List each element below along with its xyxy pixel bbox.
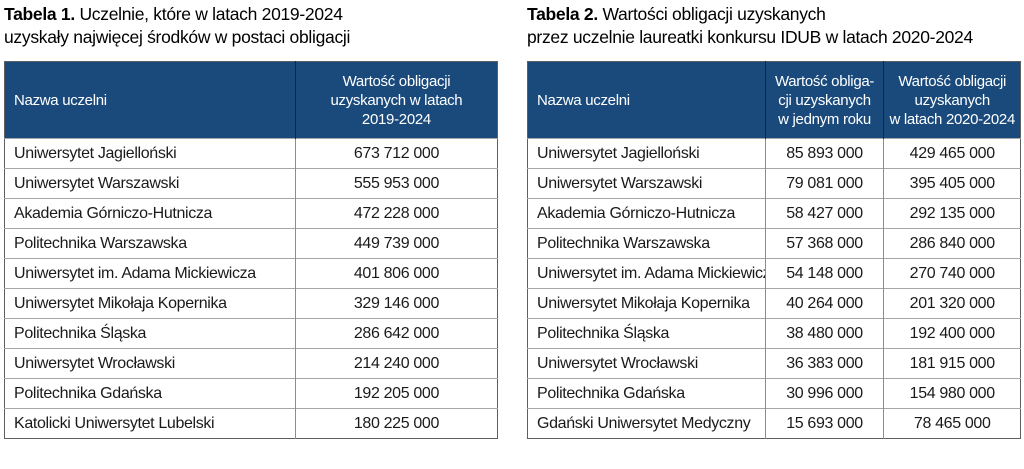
header-row: Nazwa uczelni Wartość obligacji uzyskanyc… [4,61,498,139]
value-cell: 58 427 000 [765,198,885,229]
table2-title-text: Wartości obligacji uzyskanych [602,4,826,24]
value-cell: 181 915 000 [883,348,1021,379]
table-row: Gdański Uniwersytet Medyczny 15 693 000 78… [527,408,1021,439]
value-cell: 15 693 000 [765,408,885,439]
column-header-value: Wartość obligacji uzyskanych w latach 20… [883,61,1021,139]
university-name-cell: Gdański Uniwersytet Medyczny [527,408,766,439]
value-cell: 78 465 000 [883,408,1021,439]
column-header-value: Wartość obliga- cji uzyskanych w jednym … [765,61,885,139]
university-name-cell: Uniwersytet Mikołaja Kopernika [527,288,766,319]
value-cell: 286 840 000 [883,228,1021,259]
table-row: Uniwersytet Mikołaja Kopernika 40 264 000… [527,288,1021,319]
table-row: Politechnika Gdańska 30 996 000 154 980 00… [527,378,1021,409]
table2-title: Tabela 2. Wartości obligacji uzyskanych … [527,3,1021,49]
value-cell: 154 980 000 [883,378,1021,409]
table1-title-label: Tabela 1. [4,4,75,24]
table-row: Uniwersytet Wrocławski 36 383 000 181 915 … [527,348,1021,379]
table2-title-line2: przez uczelnie laureatki konkursu IDUB w… [527,27,973,47]
table-row: Uniwersytet im. Adama Mickiewicza 401 806… [4,258,498,289]
table-row: Uniwersytet Warszawski 555 953 000 [4,168,498,199]
table1-title-line2: uzyskały najwięcej środków w postaci obl… [4,27,351,47]
university-name-cell: Politechnika Warszawska [527,228,766,259]
university-name-cell: Uniwersytet Warszawski [4,168,296,199]
table1-title: Tabela 1. Uczelnie, które w latach 2019-… [4,3,498,49]
value-cell: 180 225 000 [295,408,498,439]
university-name-cell: Politechnika Śląska [4,318,296,349]
value-cell: 201 320 000 [883,288,1021,319]
column-header-name: Nazwa uczelni [4,61,296,139]
value-cell: 395 405 000 [883,168,1021,199]
university-name-cell: Politechnika Gdańska [527,378,766,409]
table1-panel: Tabela 1. Uczelnie, które w latach 2019-… [4,3,498,439]
university-name-cell: Uniwersytet Mikołaja Kopernika [4,288,296,319]
university-name-cell: Uniwersytet Warszawski [527,168,766,199]
table1-title-text: Uczelnie, które w latach 2019-2024 [79,4,343,24]
value-cell: 270 740 000 [883,258,1021,289]
university-name-cell: Uniwersytet Jagielloński [527,138,766,169]
university-name-cell: Uniwersytet Jagielloński [4,138,296,169]
table2-panel: Tabela 2. Wartości obligacji uzyskanych … [527,3,1021,439]
value-cell: 192 205 000 [295,378,498,409]
header-row: Nazwa uczelni Wartość obliga- cji uzyskan… [527,61,1021,139]
table2-title-line1: Tabela 2. Wartości obligacji uzyskanych [527,3,1021,26]
university-name-cell: Uniwersytet Wrocławski [4,348,296,379]
table-row: Katolicki Uniwersytet Lubelski 180 225 00… [4,408,498,439]
value-cell: 429 465 000 [883,138,1021,169]
university-name-cell: Uniwersytet Wrocławski [527,348,766,379]
value-cell: 85 893 000 [765,138,885,169]
table-row: Uniwersytet im. Adama Mickiewicza 54 148 … [527,258,1021,289]
table-row: Politechnika Warszawska 449 739 000 [4,228,498,259]
value-cell: 449 739 000 [295,228,498,259]
university-name-cell: Akademia Górniczo-Hutnicza [4,198,296,229]
value-cell: 214 240 000 [295,348,498,379]
table-row: Politechnika Śląska 38 480 000 192 400 000 [527,318,1021,349]
value-cell: 192 400 000 [883,318,1021,349]
value-cell: 286 642 000 [295,318,498,349]
value-cell: 36 383 000 [765,348,885,379]
table-row: Uniwersytet Wrocławski 214 240 000 [4,348,498,379]
value-cell: 40 264 000 [765,288,885,319]
value-cell: 38 480 000 [765,318,885,349]
university-name-cell: Politechnika Warszawska [4,228,296,259]
table-row: Politechnika Warszawska 57 368 000 286 840… [527,228,1021,259]
table-row: Uniwersytet Jagielloński 673 712 000 [4,138,498,169]
university-name-cell: Uniwersytet im. Adama Mickiewicza [4,258,296,289]
value-cell: 54 148 000 [765,258,885,289]
column-header-name: Nazwa uczelni [527,61,766,139]
table2-title-label: Tabela 2. [527,4,598,24]
value-cell: 30 996 000 [765,378,885,409]
university-name-cell: Akademia Górniczo-Hutnicza [527,198,766,229]
university-name-cell: Politechnika Gdańska [4,378,296,409]
value-cell: 673 712 000 [295,138,498,169]
table2: Nazwa uczelni Wartość obliga- cji uzyskan… [527,61,1021,439]
value-cell: 401 806 000 [295,258,498,289]
table-row: Akademia Górniczo-Hutnicza 58 427 000 292 … [527,198,1021,229]
value-cell: 79 081 000 [765,168,885,199]
table1: Nazwa uczelni Wartość obligacji uzyskanyc… [4,61,498,439]
value-cell: 57 368 000 [765,228,885,259]
value-cell: 329 146 000 [295,288,498,319]
table-row: Uniwersytet Mikołaja Kopernika 329 146 00… [4,288,498,319]
table-row: Uniwersytet Warszawski 79 081 000 395 405 … [527,168,1021,199]
table-row: Akademia Górniczo-Hutnicza 472 228 000 [4,198,498,229]
table-row: Politechnika Śląska 286 642 000 [4,318,498,349]
value-cell: 472 228 000 [295,198,498,229]
university-name-cell: Politechnika Śląska [527,318,766,349]
table-row: Politechnika Gdańska 192 205 000 [4,378,498,409]
table1-title-line1: Tabela 1. Uczelnie, które w latach 2019-… [4,3,498,26]
column-header-value: Wartość obligacji uzyskanych w latach 20… [295,61,498,139]
value-cell: 292 135 000 [883,198,1021,229]
university-name-cell: Uniwersytet im. Adama Mickiewicza [527,258,766,289]
table-row: Uniwersytet Jagielloński 85 893 000 429 46… [527,138,1021,169]
value-cell: 555 953 000 [295,168,498,199]
university-name-cell: Katolicki Uniwersytet Lubelski [4,408,296,439]
